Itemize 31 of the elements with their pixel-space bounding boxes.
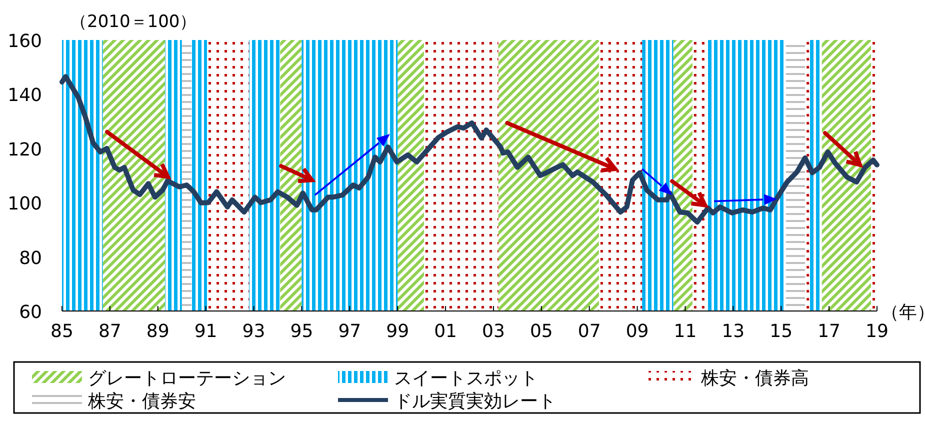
x-tick-label: 19 [866, 321, 888, 342]
x-axis-title: （年） [881, 302, 925, 323]
x-tick-label: 91 [194, 321, 218, 342]
x-tick-label: 87 [98, 321, 122, 342]
y-tick-label: 160 [8, 31, 42, 52]
legend-label: スイートスポット [394, 368, 538, 389]
x-tick-label: 95 [290, 321, 314, 342]
legend-label: グレートローテーション [88, 368, 286, 389]
x-tick-label: 89 [146, 321, 170, 342]
x-tick-label: 85 [50, 321, 74, 342]
x-tick-label: 13 [722, 321, 745, 342]
x-tick-label: 09 [626, 321, 649, 342]
y-tick-label: 60 [19, 302, 42, 323]
y-tick-label: 120 [8, 139, 42, 160]
x-tick-label: 93 [242, 321, 266, 342]
legend-label: ドル実質実効レート [394, 391, 556, 412]
x-tick-label: 97 [338, 321, 362, 342]
x-tick-label: 11 [674, 321, 697, 342]
y-tick-label: 140 [8, 85, 42, 106]
x-tick-label: 03 [482, 321, 505, 342]
y-tick-label: 80 [19, 248, 42, 269]
legend-label: 株安・債券高 [700, 368, 809, 389]
y-axis-title: （2010＝100） [70, 12, 197, 32]
legend-label: 株安・債券安 [87, 391, 196, 412]
x-tick-label: 01 [434, 321, 457, 342]
y-tick-label: 100 [8, 194, 42, 215]
x-tick-label: 07 [578, 321, 601, 342]
x-tick-label: 05 [530, 321, 553, 342]
x-tick-label: 15 [770, 321, 793, 342]
x-tick-label: 99 [386, 321, 410, 342]
x-tick-label: 17 [818, 321, 841, 342]
